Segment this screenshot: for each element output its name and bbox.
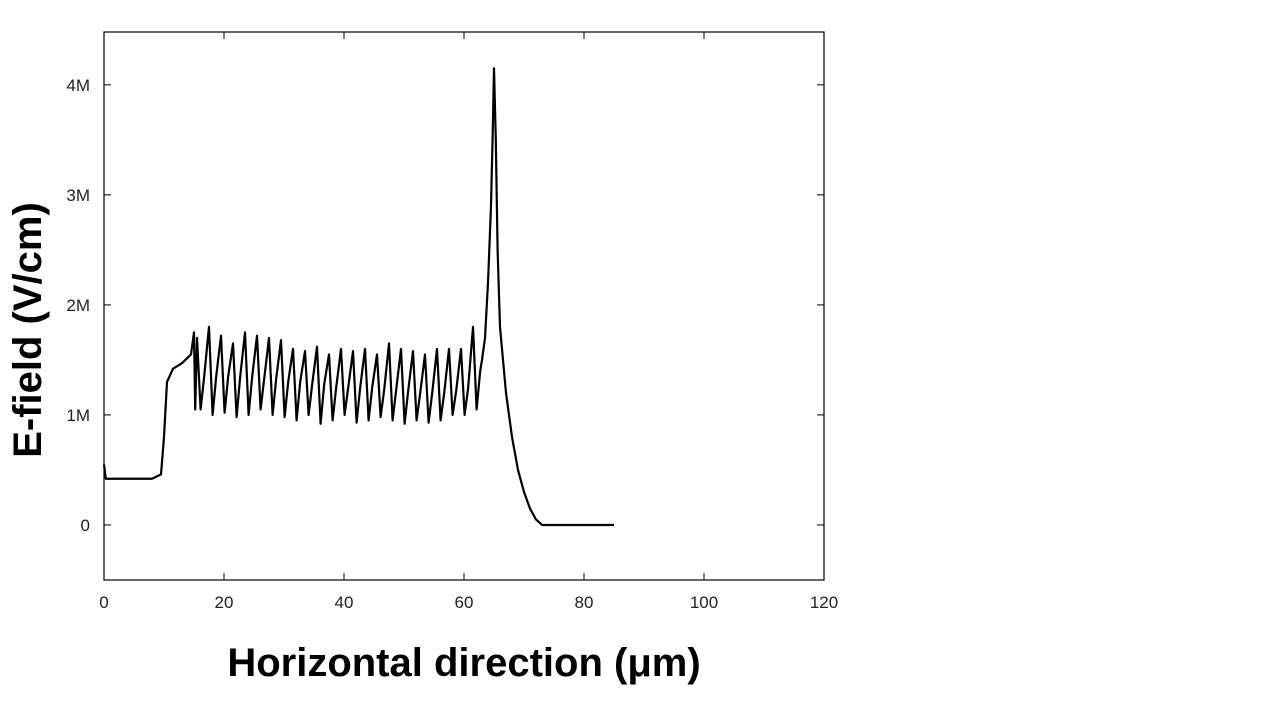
x-tick-label: 20: [215, 593, 234, 612]
y-tick-label: 4M: [66, 76, 90, 95]
x-tick-label: 120: [810, 593, 838, 612]
x-tick-label: 80: [575, 593, 594, 612]
x-tick-label: 100: [690, 593, 718, 612]
y-tick-label: 3M: [66, 186, 90, 205]
x-tick-label: 60: [455, 593, 474, 612]
y-tick-label: 2M: [66, 296, 90, 315]
y-tick-label: 1M: [66, 406, 90, 425]
data-line: [102, 67, 614, 527]
x-tick-label: 40: [335, 593, 354, 612]
x-axis-title: Horizontal direction (μm): [227, 641, 700, 685]
plot-frame: [103, 31, 825, 581]
y-tick-label: 0: [81, 516, 90, 535]
y-axis-title: E-field (V/cm): [6, 202, 50, 458]
x-tick-label: 0: [99, 593, 108, 612]
